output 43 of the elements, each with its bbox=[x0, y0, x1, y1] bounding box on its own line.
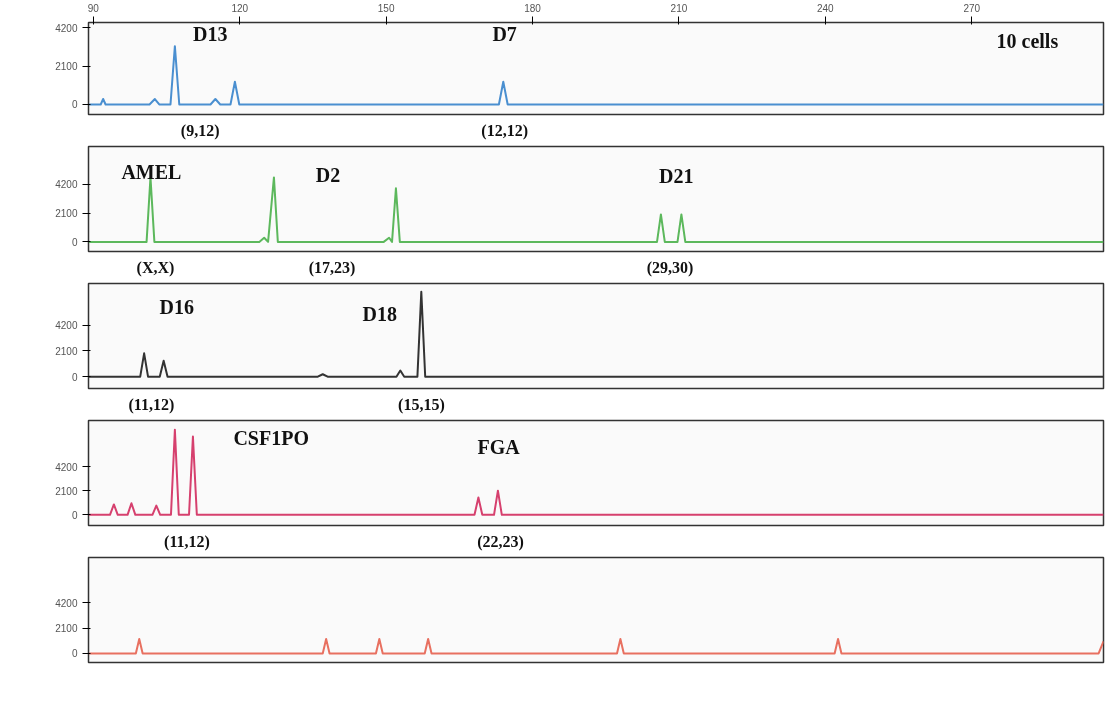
x-tick-label: 90 bbox=[87, 2, 100, 14]
y-tick-label: 2100 bbox=[55, 485, 78, 497]
line-series bbox=[88, 428, 1104, 516]
annotation: D13 bbox=[193, 22, 228, 45]
annotation: AMEL bbox=[121, 160, 182, 183]
text: (X,X) bbox=[136, 259, 175, 277]
y-tick-label: 2100 bbox=[55, 208, 78, 220]
text: (29,30) bbox=[646, 259, 694, 277]
x-tick-label: 240 bbox=[817, 2, 835, 14]
y-tick-label: 4200 bbox=[55, 179, 78, 191]
y-tick-label: 4200 bbox=[55, 597, 78, 609]
annotation: FGA bbox=[477, 436, 521, 459]
y-tick-label: 2100 bbox=[55, 61, 78, 73]
y-tick-label: 0 bbox=[71, 509, 78, 521]
x-tick-label: 120 bbox=[231, 2, 249, 14]
x-tick-label: 180 bbox=[524, 2, 542, 14]
annotation: D21 bbox=[658, 164, 694, 187]
text: (11,12) bbox=[128, 396, 175, 414]
y-tick-label: 2100 bbox=[55, 345, 78, 357]
y-tick-label: 0 bbox=[71, 236, 78, 248]
x-tick-label: 210 bbox=[670, 2, 688, 14]
y-tick-label: 4200 bbox=[55, 22, 78, 34]
annotation: D7 bbox=[492, 22, 517, 45]
text: (11,12) bbox=[164, 533, 210, 551]
annotation: 10 cells bbox=[996, 29, 1059, 52]
text: (12,12) bbox=[481, 122, 528, 140]
text: (15,15) bbox=[398, 396, 445, 414]
text: (22,23) bbox=[477, 533, 524, 551]
x-tick-label: 150 bbox=[377, 2, 395, 14]
text: (17,23) bbox=[308, 259, 356, 277]
y-tick-label: 0 bbox=[71, 648, 78, 660]
annotation: D2 bbox=[315, 163, 341, 186]
annotation: D16 bbox=[159, 295, 195, 318]
annotation: D18 bbox=[362, 302, 398, 325]
y-tick-label: 2100 bbox=[55, 623, 78, 635]
y-tick-label: 0 bbox=[71, 371, 78, 383]
y-tick-label: 4200 bbox=[55, 461, 78, 473]
y-tick-label: 4200 bbox=[55, 320, 78, 332]
y-tick-label: 0 bbox=[71, 99, 78, 111]
text: (9,12) bbox=[180, 122, 220, 140]
line-series bbox=[88, 290, 1104, 378]
annotation: CSF1PO bbox=[233, 427, 309, 450]
x-tick-label: 270 bbox=[963, 2, 981, 14]
